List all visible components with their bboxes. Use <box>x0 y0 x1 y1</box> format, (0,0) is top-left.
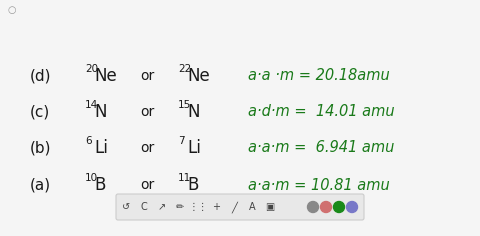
Text: 6: 6 <box>85 136 92 146</box>
Text: (d): (d) <box>30 68 51 84</box>
Circle shape <box>334 202 345 212</box>
Text: a·d·m =  14.01 amu: a·d·m = 14.01 amu <box>248 105 395 119</box>
Text: (c): (c) <box>30 105 50 119</box>
Text: B: B <box>94 176 106 194</box>
Text: a·a ·m = 20.18amu: a·a ·m = 20.18amu <box>248 68 390 84</box>
Text: a·a·m =  6.941 amu: a·a·m = 6.941 amu <box>248 140 395 156</box>
Text: (b): (b) <box>30 140 51 156</box>
Text: ↗: ↗ <box>158 202 166 212</box>
Text: or: or <box>140 178 154 192</box>
Text: (a): (a) <box>30 177 51 193</box>
Text: 20: 20 <box>85 64 98 74</box>
Text: B: B <box>187 176 198 194</box>
Text: a·a·m = 10.81 amu: a·a·m = 10.81 amu <box>248 177 390 193</box>
Circle shape <box>347 202 358 212</box>
Text: N: N <box>187 103 200 121</box>
Text: or: or <box>140 105 154 119</box>
FancyBboxPatch shape <box>116 194 364 220</box>
Text: Ne: Ne <box>187 67 210 85</box>
Text: ╱: ╱ <box>231 201 237 213</box>
Text: 14: 14 <box>85 100 98 110</box>
Text: A: A <box>249 202 255 212</box>
Text: N: N <box>94 103 107 121</box>
Text: 11: 11 <box>178 173 191 183</box>
Text: ⋮⋮: ⋮⋮ <box>188 202 208 212</box>
Circle shape <box>321 202 332 212</box>
Text: 7: 7 <box>178 136 185 146</box>
Text: or: or <box>140 141 154 155</box>
Text: Li: Li <box>94 139 108 157</box>
Text: 15: 15 <box>178 100 191 110</box>
Text: ✏: ✏ <box>176 202 184 212</box>
Text: C: C <box>141 202 147 212</box>
Circle shape <box>308 202 319 212</box>
Text: 10: 10 <box>85 173 98 183</box>
Text: ↺: ↺ <box>122 202 130 212</box>
Text: Ne: Ne <box>94 67 117 85</box>
Text: 22: 22 <box>178 64 191 74</box>
Text: +: + <box>212 202 220 212</box>
Text: Li: Li <box>187 139 201 157</box>
Text: or: or <box>140 69 154 83</box>
Text: ○: ○ <box>8 5 16 15</box>
Text: ▣: ▣ <box>265 202 275 212</box>
